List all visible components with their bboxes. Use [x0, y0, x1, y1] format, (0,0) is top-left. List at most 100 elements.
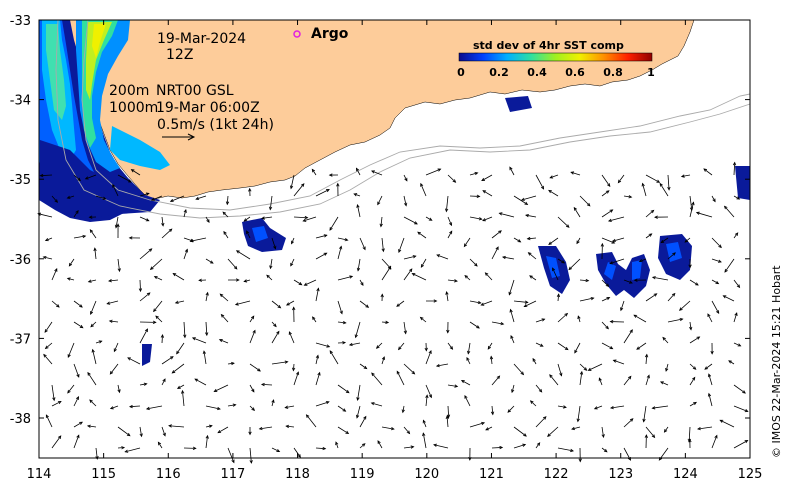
- current-arrow: [302, 216, 317, 222]
- current-arrow: [51, 401, 62, 407]
- current-arrow: [249, 447, 253, 464]
- current-arrow: [633, 314, 647, 323]
- current-arrow: [117, 446, 126, 450]
- current-arrow: [354, 321, 361, 339]
- current-arrow: [139, 382, 148, 386]
- current-arrow: [573, 206, 581, 218]
- current-arrow: [353, 193, 361, 197]
- current-arrow: [733, 279, 741, 289]
- current-arrow: [161, 378, 166, 386]
- current-arrow: [719, 419, 735, 428]
- current-arrow: [315, 354, 320, 365]
- current-arrow: [109, 363, 119, 375]
- current-arrow: [645, 233, 653, 239]
- current-arrow: [733, 384, 746, 394]
- current-arrow: [44, 342, 53, 350]
- current-arrow: [641, 182, 647, 197]
- current-arrow: [359, 279, 364, 287]
- current-arrow: [645, 174, 661, 183]
- x-tick-label: 118: [285, 467, 310, 482]
- current-arrow: [73, 321, 84, 329]
- current-arrow: [51, 267, 58, 281]
- current-arrow: [205, 434, 209, 449]
- current-arrow: [482, 216, 493, 222]
- current-arrow: [271, 447, 281, 452]
- current-arrow: [66, 277, 75, 281]
- current-arrow: [667, 252, 676, 260]
- current-arrow: [469, 258, 478, 267]
- current-arrow: [433, 443, 449, 449]
- current-arrow: [375, 342, 383, 349]
- current-arrow: [513, 363, 525, 376]
- x-tick-label: 114: [27, 467, 52, 482]
- current-arrow: [139, 248, 153, 260]
- current-arrow: [68, 258, 75, 267]
- current-arrow: [223, 230, 229, 239]
- current-arrow: [600, 242, 604, 260]
- colorbar-tick-label: 1: [647, 66, 655, 79]
- current-arrow: [723, 205, 735, 218]
- current-arrow: [557, 405, 567, 409]
- current-arrow: [601, 190, 610, 197]
- colorbar-gradient: [458, 52, 653, 62]
- current-arrow: [285, 300, 295, 306]
- contour-1000-label: 1000m: [109, 100, 158, 116]
- current-arrow: [84, 174, 97, 180]
- current-arrow: [711, 300, 720, 315]
- current-arrow: [359, 237, 366, 251]
- y-tick-label: -36: [10, 253, 31, 268]
- current-arrow: [529, 275, 537, 281]
- current-arrow: [638, 258, 647, 263]
- current-arrow: [532, 357, 537, 365]
- current-arrow: [525, 214, 537, 218]
- current-arrow: [513, 237, 522, 243]
- current-arrow: [422, 432, 427, 449]
- current-arrow: [227, 403, 237, 407]
- current-arrow: [466, 356, 471, 365]
- current-arrow: [183, 248, 189, 260]
- current-arrow: [291, 363, 296, 372]
- current-arrow: [623, 279, 633, 284]
- current-arrow: [577, 315, 581, 323]
- current-arrow: [511, 384, 515, 394]
- current-arrow: [335, 441, 339, 449]
- scale-arrow: [162, 133, 196, 141]
- current-arrow: [535, 318, 546, 323]
- current-arrow: [501, 255, 515, 260]
- current-arrow: [710, 342, 714, 355]
- current-arrow: [680, 174, 691, 178]
- current-arrow: [381, 320, 390, 324]
- current-arrow: [248, 426, 252, 436]
- current-arrow: [348, 342, 361, 347]
- current-arrow: [612, 237, 625, 243]
- current-arrow: [660, 381, 669, 386]
- current-arrow: [377, 195, 383, 206]
- current-arrow: [139, 192, 150, 197]
- current-arrow: [293, 183, 305, 197]
- current-arrow: [678, 300, 691, 311]
- current-arrow: [359, 363, 368, 370]
- y-tick-label: -35: [10, 173, 31, 188]
- argo-marker-icon: [293, 30, 301, 38]
- current-arrow: [733, 405, 749, 413]
- current-arrow: [246, 230, 251, 239]
- current-arrow: [116, 223, 120, 239]
- date-label: 19-Mar-2024: [157, 31, 246, 47]
- current-arrow: [243, 216, 251, 222]
- x-tick-label: 125: [738, 467, 763, 482]
- current-arrow: [51, 435, 62, 449]
- current-arrow: [303, 279, 317, 286]
- current-arrow: [607, 216, 625, 223]
- x-axis: 114 115 116 117 118 119 120 121 122 123 124 125: [27, 20, 763, 482]
- current-arrow: [703, 168, 713, 176]
- current-arrow: [194, 378, 207, 386]
- x-tick-label: 115: [91, 467, 116, 482]
- y-tick-label: -33: [10, 14, 31, 29]
- x-tick-label: 120: [414, 467, 439, 482]
- current-arrow: [271, 330, 280, 344]
- current-arrow: [425, 299, 438, 303]
- current-arrow: [447, 230, 453, 239]
- current-arrow: [73, 234, 87, 239]
- current-arrow: [73, 434, 80, 449]
- current-arrow: [337, 300, 343, 315]
